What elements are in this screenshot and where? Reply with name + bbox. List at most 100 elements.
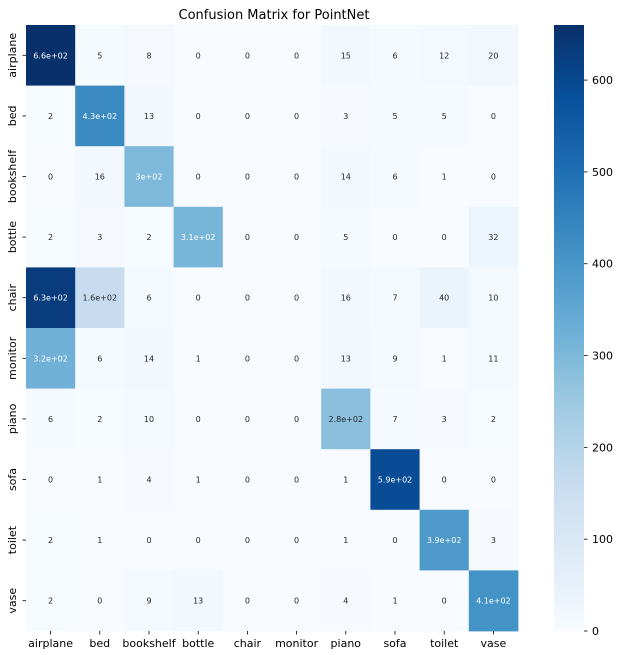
heatmap-cell <box>321 509 371 571</box>
cell-value-label: 6 <box>392 51 397 60</box>
heatmap-cell <box>419 85 470 147</box>
y-tick-label: vase <box>6 588 19 614</box>
heatmap-cell <box>468 388 519 450</box>
heatmap-cell <box>222 267 273 329</box>
cell-value-label: 0 <box>245 415 250 424</box>
cell-value-label: 0 <box>491 476 496 485</box>
cell-value-label: 3e+02 <box>136 173 163 182</box>
cell-value-label: 0 <box>392 536 397 545</box>
x-tick-label: bookshelf <box>122 637 176 650</box>
heatmap-cell <box>370 146 420 208</box>
x-tick-label: piano <box>331 637 362 650</box>
heatmap-cell <box>321 449 371 511</box>
cell-value-label: 7 <box>392 415 397 424</box>
cell-value-label: 14 <box>144 354 154 363</box>
heatmap-cell <box>75 509 125 571</box>
heatmap-cell <box>75 449 125 511</box>
y-tick-label: bookshelf <box>6 149 19 203</box>
cell-value-label: 0 <box>294 294 299 303</box>
y-axis-ticks: airplane bed bookshelf bottle chair monitor pi… <box>6 33 26 614</box>
heatmap-cell <box>468 509 519 571</box>
cell-value-label: 15 <box>341 51 351 60</box>
cell-value-label: 0 <box>491 112 496 121</box>
heatmap-cell <box>370 388 420 450</box>
heatmap-cell <box>419 146 470 208</box>
cell-value-label: 2 <box>48 536 53 545</box>
x-tick-label: monitor <box>275 637 319 650</box>
heatmap-cell <box>272 25 322 86</box>
x-axis-ticks: airplane bed bookshelf bottle chair monitor pi… <box>28 631 507 650</box>
heatmap-cell <box>26 146 76 208</box>
heatmap-cell <box>468 449 519 511</box>
heatmap-cell <box>272 449 322 511</box>
cell-value-label: 9 <box>392 354 397 363</box>
heatmap-cell <box>370 267 420 329</box>
heatmap-cell <box>124 85 174 147</box>
y-tick-label: bottle <box>6 221 19 253</box>
x-tick-label: sofa <box>383 637 406 650</box>
cell-value-label: 40 <box>439 294 449 303</box>
x-tick-label: toilet <box>430 637 459 650</box>
x-tick-label: bed <box>89 637 110 650</box>
cell-value-label: 0 <box>294 112 299 121</box>
cell-value-label: 1 <box>343 476 348 485</box>
heatmap-cell <box>321 146 371 208</box>
colorbar-tick-label: 100 <box>592 533 613 546</box>
cell-value-label: 0 <box>294 597 299 606</box>
cell-value-label: 0 <box>442 476 447 485</box>
heatmap-cell <box>222 25 273 86</box>
heatmap-cell <box>370 328 420 389</box>
colorbar-tick-label: 300 <box>592 350 613 363</box>
cell-value-label: 0 <box>294 415 299 424</box>
heatmap-cell <box>124 570 174 632</box>
cell-value-label: 2 <box>48 233 53 242</box>
cell-value-label: 16 <box>341 294 351 303</box>
heatmap-cell <box>124 509 174 571</box>
cell-value-label: 0 <box>245 354 250 363</box>
cell-value-label: 12 <box>439 51 449 60</box>
heatmap-cell <box>419 509 470 571</box>
heatmap-cell <box>272 206 322 268</box>
heatmap-cell <box>26 570 76 632</box>
cell-value-label: 0 <box>245 51 250 60</box>
heatmap-cell <box>124 206 174 268</box>
heatmap-cell <box>75 328 125 389</box>
cell-value-label: 6 <box>146 294 151 303</box>
cell-value-label: 0 <box>97 597 102 606</box>
heatmap-cell <box>75 206 125 268</box>
cell-value-label: 0 <box>245 233 250 242</box>
heatmap-cell <box>272 570 322 632</box>
cell-value-label: 14 <box>341 173 351 182</box>
cell-value-label: 1 <box>196 354 201 363</box>
heatmap-cell <box>272 146 322 208</box>
cell-value-label: 2.8e+02 <box>329 415 364 424</box>
cell-value-label: 1 <box>97 536 102 545</box>
heatmap-cell <box>321 388 371 450</box>
heatmap-cell <box>321 85 371 147</box>
cell-value-label: 1 <box>442 354 447 363</box>
heatmap-cell <box>124 267 174 329</box>
cell-value-label: 1 <box>196 476 201 485</box>
cell-value-label: 0 <box>245 294 250 303</box>
cell-value-label: 3 <box>442 415 447 424</box>
heatmap-cell <box>26 328 76 389</box>
heatmap-cell <box>272 85 322 147</box>
cell-value-label: 2 <box>97 415 102 424</box>
cell-value-label: 0 <box>196 536 201 545</box>
heatmap-cell <box>75 146 125 208</box>
heatmap-cell <box>370 206 420 268</box>
cell-value-label: 0 <box>442 233 447 242</box>
cell-value-label: 0 <box>491 173 496 182</box>
colorbar: 0 100 200 300 400 500 600 <box>554 25 613 638</box>
cell-value-label: 6.3e+02 <box>33 294 68 303</box>
heatmap-cell <box>272 509 322 571</box>
heatmap-cell <box>419 570 470 632</box>
heatmap-cell <box>419 206 470 268</box>
y-tick-label: chair <box>6 284 19 312</box>
heatmap-cell <box>173 328 224 389</box>
cell-value-label: 6 <box>97 354 102 363</box>
cell-value-label: 0 <box>245 173 250 182</box>
heatmap-cell <box>173 570 224 632</box>
cell-value-label: 0 <box>196 173 201 182</box>
heatmap-cell <box>222 85 273 147</box>
